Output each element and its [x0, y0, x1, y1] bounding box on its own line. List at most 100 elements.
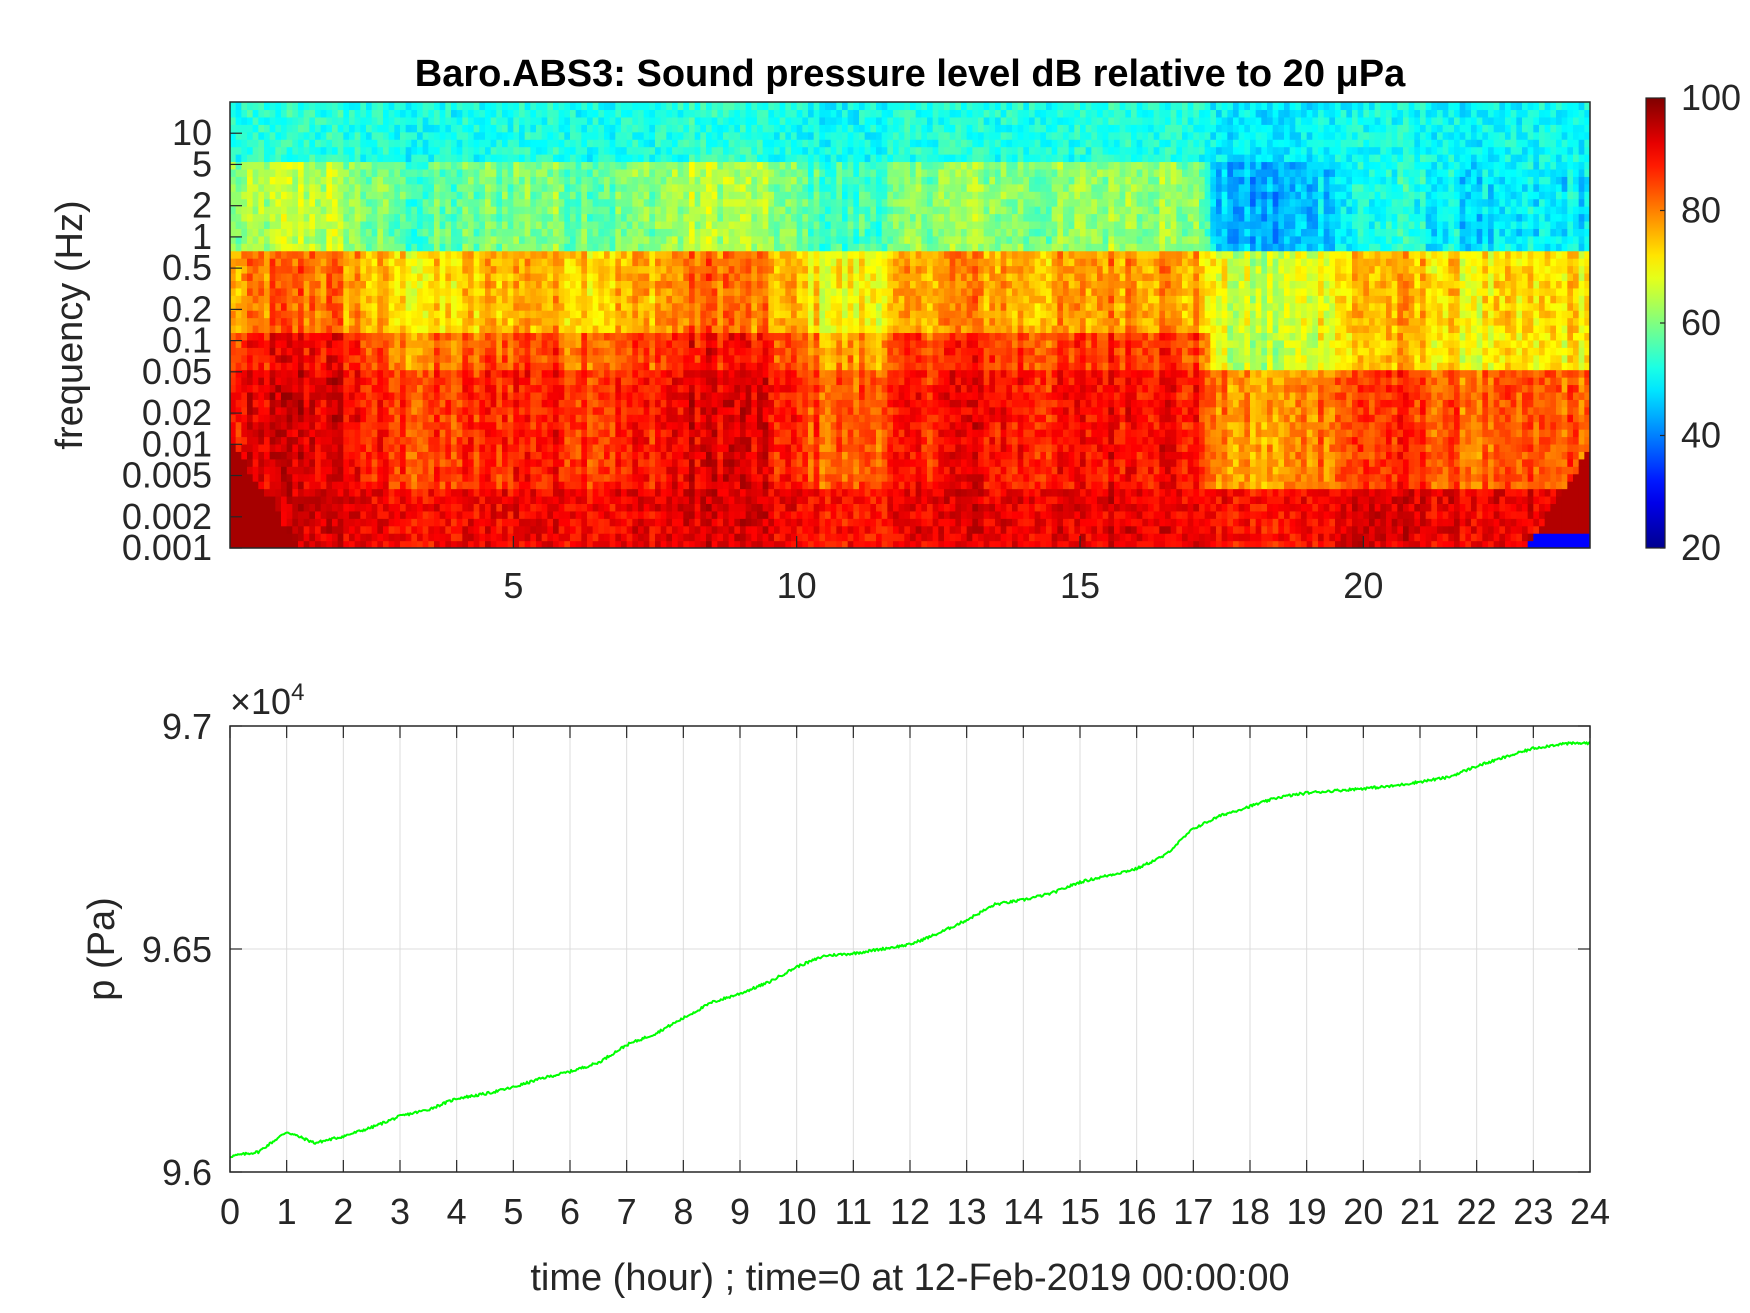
spectrogram-cell [558, 206, 565, 215]
spectrogram-cell [666, 272, 673, 281]
spectrogram-cell [683, 295, 690, 304]
spectrogram-cell [490, 377, 497, 386]
spectrogram-cell [315, 481, 322, 490]
spectrogram-cell [677, 533, 684, 542]
spectrogram-cell [360, 473, 367, 482]
spectrogram-cell [530, 354, 537, 363]
spectrogram-cell [564, 287, 571, 296]
spectrogram-cell [366, 377, 373, 386]
spectrogram-cell [496, 339, 503, 348]
spectrogram-cell [519, 377, 526, 386]
spectrogram-cell [524, 436, 531, 445]
spectrogram-cell [598, 250, 605, 259]
spectrogram-cell [672, 213, 679, 222]
spectrogram-cell [422, 429, 429, 438]
spectrogram-cell [422, 466, 429, 475]
spectrogram-cell [286, 429, 293, 438]
spectrogram-cell [564, 310, 571, 319]
spectrogram-cell [638, 399, 645, 408]
spectrogram-cell [513, 302, 520, 311]
spectrogram-cell [298, 466, 305, 475]
spectrogram-cell [377, 206, 384, 215]
spectrogram-cell [677, 228, 684, 237]
spectrogram-cell [649, 384, 656, 393]
spectrogram-cell [230, 325, 237, 334]
spectrogram-cell [349, 518, 356, 527]
spectrogram-cell [292, 272, 299, 281]
spectrogram-cell [320, 146, 327, 155]
spectrogram-cell [638, 325, 645, 334]
spectrogram-cell [281, 272, 288, 281]
spectrogram-cell [326, 124, 333, 133]
spectrogram-cell [292, 258, 299, 267]
spectrogram-cell [519, 116, 526, 125]
spectrogram-cell [564, 235, 571, 244]
spectrogram-cell [292, 116, 299, 125]
spectrogram-cell [252, 540, 259, 548]
spectrogram-cell [451, 377, 458, 386]
spectrogram-cell [689, 391, 696, 400]
spectrogram-cell [292, 533, 299, 542]
spectrogram-cell [587, 429, 594, 438]
spectrogram-cell [502, 124, 509, 133]
spectrogram-cell [394, 473, 401, 482]
spectrogram-cell [383, 228, 390, 237]
spectrogram-cell [315, 183, 322, 192]
spectrogram-cell [320, 391, 327, 400]
spectrogram-cell [604, 213, 611, 222]
spectrogram-cell [439, 429, 446, 438]
spectrogram-cell [575, 124, 582, 133]
spectrogram-cell [400, 451, 407, 460]
spectrogram-cell [252, 302, 259, 311]
spectrogram-cell [388, 354, 395, 363]
spectrogram-cell [541, 146, 548, 155]
spectrogram-cell [360, 228, 367, 237]
spectrogram-cell [235, 533, 242, 542]
spectrogram-cell [456, 525, 463, 534]
spectrogram-cell [371, 176, 378, 185]
spectrogram-cell [570, 436, 577, 445]
spectrogram-cell [445, 102, 452, 111]
spectrogram-cell [683, 154, 690, 163]
spectrogram-cell [558, 391, 565, 400]
spectrogram-cell [428, 228, 435, 237]
spectrogram-cell [456, 198, 463, 207]
spectrogram-cell [536, 198, 543, 207]
spectrogram-cell [405, 198, 412, 207]
spectrogram-cell [275, 495, 282, 504]
spectrogram-cell [332, 473, 339, 482]
spectrogram-cell [456, 466, 463, 475]
spectrogram-cell [354, 339, 361, 348]
spectrogram-cell [485, 369, 492, 378]
spectrogram-cell [405, 503, 412, 512]
spectrogram-cell [275, 258, 282, 267]
spectrogram-cell [343, 414, 350, 423]
spectrogram-cell [309, 399, 316, 408]
spectrogram-cell [541, 109, 548, 118]
spectrogram-cell [530, 295, 537, 304]
spectrogram-cell [592, 488, 599, 497]
spectrogram-cell [683, 220, 690, 229]
spectrogram-cell [643, 406, 650, 415]
spectrogram-cell [660, 176, 667, 185]
spectrogram-cell [428, 503, 435, 512]
spectrogram-cell [264, 228, 271, 237]
spectrogram-cell [570, 332, 577, 341]
spectrogram-cell [558, 377, 565, 386]
spectrogram-cell [349, 191, 356, 200]
spectrogram-cell [649, 198, 656, 207]
spectrogram-cell [371, 310, 378, 319]
spectrogram-cell [575, 533, 582, 542]
spectrogram-cell [541, 272, 548, 281]
spectrogram-cell [570, 102, 577, 111]
spectrogram-cell [309, 495, 316, 504]
spectrogram-cell [490, 369, 497, 378]
spectrogram-cell [371, 533, 378, 542]
spectrogram-cell [502, 272, 509, 281]
spectrogram-cell [587, 495, 594, 504]
spectrogram-cell [496, 414, 503, 423]
spectrogram-cell [247, 339, 254, 348]
spectrogram-cell [638, 102, 645, 111]
spectrogram-cell [326, 481, 333, 490]
spectrogram-cell [388, 533, 395, 542]
